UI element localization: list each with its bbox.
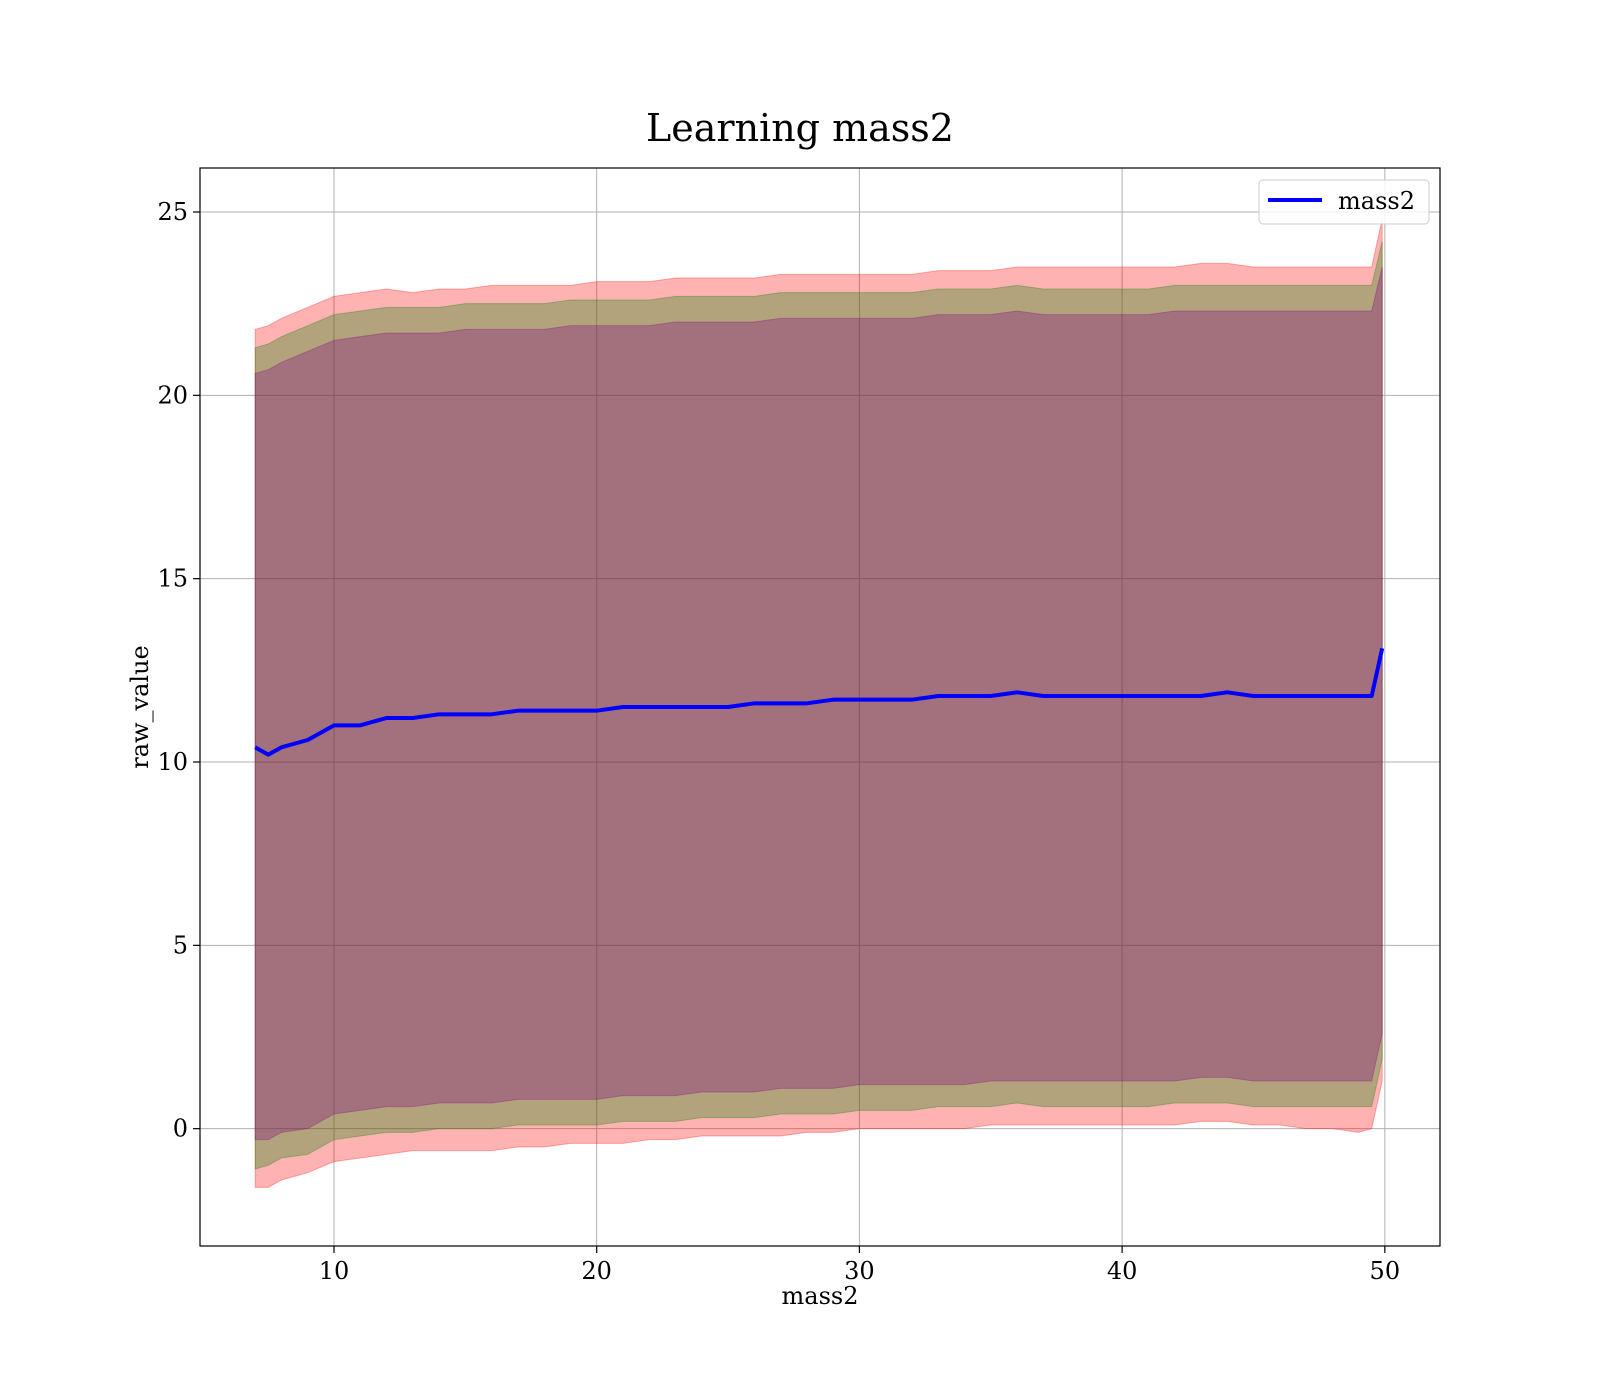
legend: mass2 — [1258, 179, 1430, 225]
x-tick-label: 10 — [319, 1257, 350, 1285]
y-tick-label: 5 — [173, 931, 188, 959]
y-tick-label: 25 — [157, 198, 188, 226]
confidence-band-2 — [254, 241, 1383, 1170]
x-axis-ticks: 10 20 30 40 50 — [319, 1246, 1400, 1285]
y-tick-label: 10 — [157, 748, 188, 776]
chart-title: Learning mass2 — [646, 106, 954, 150]
x-axis-label: mass2 — [782, 1282, 859, 1310]
y-tick-label: 0 — [173, 1115, 188, 1143]
legend-box — [1258, 179, 1430, 225]
plot-frame — [199, 167, 1441, 1247]
x-tick-label: 20 — [581, 1257, 612, 1285]
x-tick-label: 50 — [1370, 1257, 1401, 1285]
grid — [200, 168, 1440, 1246]
legend-label-mass2: mass2 — [1338, 187, 1415, 215]
y-tick-label: 20 — [157, 381, 188, 409]
y-tick-label: 15 — [157, 565, 188, 593]
series-line-mass2 — [254, 647, 1385, 757]
x-tick-label: 40 — [1107, 1257, 1138, 1285]
plot-area — [199, 167, 1441, 1247]
y-axis-label: raw_value — [126, 645, 154, 769]
x-tick-label: 30 — [844, 1257, 875, 1285]
y-axis-ticks: 0 5 10 15 20 25 — [157, 198, 200, 1143]
